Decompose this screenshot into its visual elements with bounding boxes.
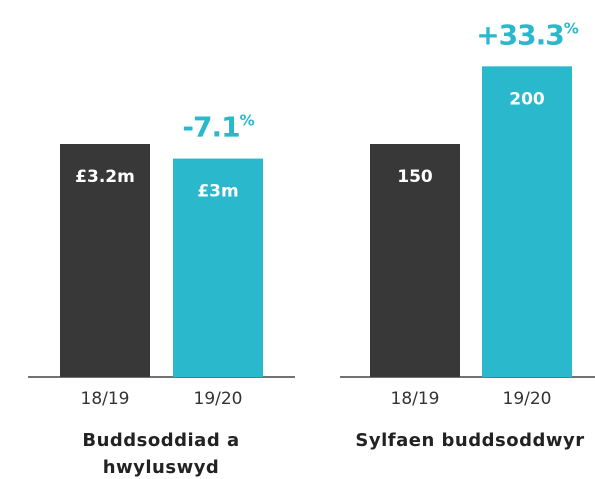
x-tick-label: 19/20 xyxy=(194,389,243,409)
value-label: £3.2m xyxy=(75,167,135,187)
x-tick-label: 19/20 xyxy=(503,389,552,409)
annotation: +33.3% xyxy=(476,18,579,51)
x-tick-label: 18/19 xyxy=(81,389,130,409)
x-tick-label: 18/19 xyxy=(391,389,440,409)
value-label: 150 xyxy=(397,167,433,187)
annotation: -7.1% xyxy=(182,111,254,144)
chart-title: Sylfaen buddsoddwyr xyxy=(355,430,585,451)
bar xyxy=(482,66,572,377)
value-label: 200 xyxy=(509,89,545,109)
bar xyxy=(60,144,150,377)
bar xyxy=(370,144,460,377)
chart-title: Buddsoddiad a hwyluswyd xyxy=(82,430,240,478)
value-label: £3m xyxy=(197,182,238,202)
bar xyxy=(173,158,263,377)
